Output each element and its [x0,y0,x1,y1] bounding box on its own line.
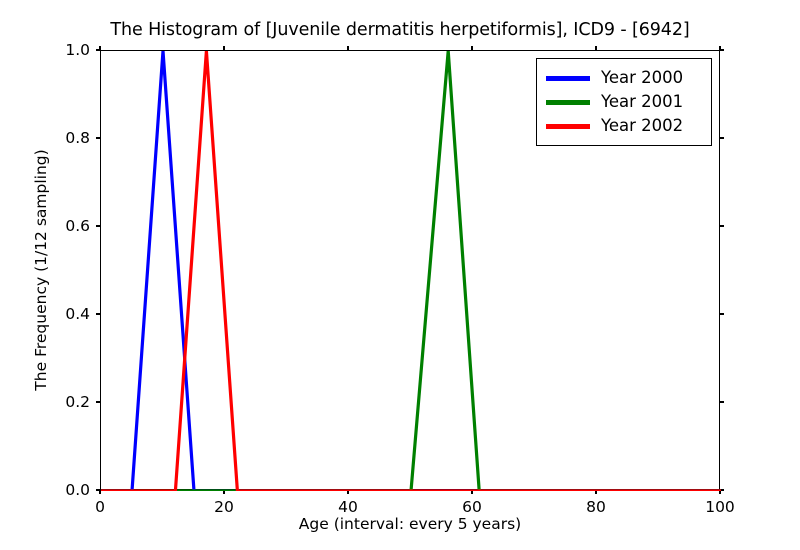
y-tick-label: 0.8 [65,129,90,147]
y-axis-label: The Frequency (1/12 sampling) [32,149,50,391]
y-tick-mark [96,49,100,51]
x-tick-label: 40 [338,498,358,516]
x-tick-mark [223,490,225,494]
x-tick-mark-top [223,46,225,50]
x-tick-label: 100 [705,498,735,516]
y-tick-mark-right [720,49,724,51]
y-tick-mark-right [720,489,724,491]
x-tick-label: 60 [462,498,482,516]
legend-item[interactable]: Year 2002 [546,114,702,138]
x-tick-mark-top [347,46,349,50]
y-tick-mark-right [720,137,724,139]
x-tick-mark-top [719,46,721,50]
x-tick-label: 20 [214,498,234,516]
legend-label: Year 2002 [601,115,684,135]
x-tick-mark [595,490,597,494]
y-tick-label: 0.6 [65,217,90,235]
series-canvas [101,51,721,491]
legend-item[interactable]: Year 2000 [546,66,702,90]
legend-color-swatch [546,75,590,81]
y-tick-label: 0.2 [65,393,90,411]
x-tick-mark [719,490,721,494]
y-tick-mark-right [720,225,724,227]
y-tick-label: 1.0 [65,41,90,59]
x-tick-mark [347,490,349,494]
x-tick-mark [471,490,473,494]
legend-label: Year 2001 [601,91,684,111]
legend-color-swatch [546,99,590,105]
x-tick-mark-top [99,46,101,50]
x-axis-label: Age (interval: every 5 years) [298,515,522,533]
x-tick-label: 0 [95,498,105,516]
x-tick-mark-top [595,46,597,50]
y-tick-mark [96,137,100,139]
y-tick-mark [96,313,100,315]
legend-color-swatch [546,123,590,129]
y-tick-mark [96,225,100,227]
y-tick-label: 0.0 [65,481,90,499]
legend-box: Year 2000 Year 2001 Year 2002 [536,58,712,146]
x-tick-label: 80 [586,498,606,516]
y-tick-mark-right [720,313,724,315]
legend-label: Year 2000 [601,67,684,87]
y-tick-mark-right [720,401,724,403]
chart-title: The Histogram of [Juvenile dermatitis he… [110,20,690,40]
y-tick-label: 0.4 [65,305,90,323]
x-tick-mark-top [471,46,473,50]
y-tick-mark [96,401,100,403]
legend-item[interactable]: Year 2001 [546,90,702,114]
x-tick-mark [99,490,101,494]
series-line [101,51,721,491]
y-tick-mark [96,489,100,491]
